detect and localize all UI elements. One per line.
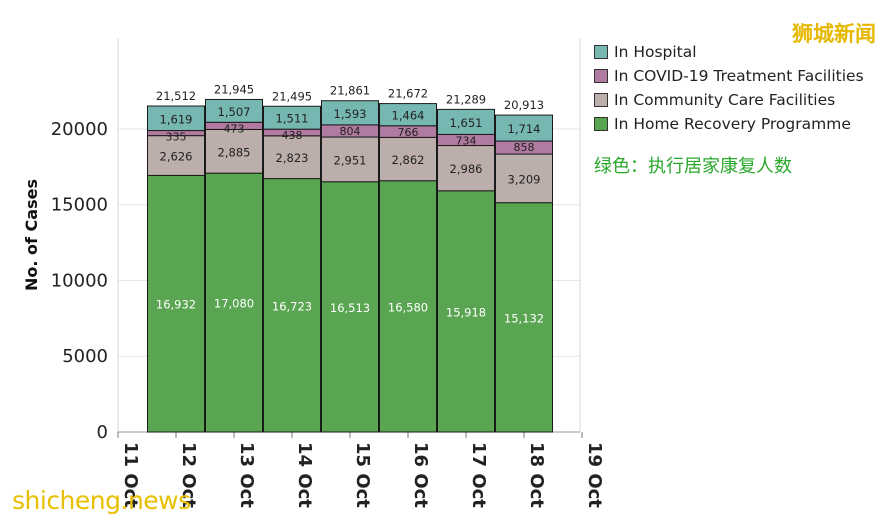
bar-segment: [147, 105, 205, 132]
bar-data-label: 766: [398, 126, 419, 139]
x-tick-label: 11 Oct: [120, 442, 141, 508]
bar-data-label: 16,723: [272, 299, 312, 313]
bar-segment: [205, 98, 263, 123]
x-tick-label: 15 Oct: [352, 442, 373, 508]
legend-item-community-care: In Community Care Facilities: [594, 88, 864, 112]
legend-item-in-hospital: In Hospital: [594, 40, 864, 64]
legend-swatch-home-recovery: [594, 117, 608, 131]
bar-data-label: 2,885: [218, 145, 251, 159]
legend-label: In Community Care Facilities: [614, 91, 836, 109]
bar-data-label: 804: [340, 125, 361, 138]
legend-label: In Hospital: [614, 43, 697, 61]
legend: In Hospital In COVID-19 Treatment Facili…: [594, 40, 864, 136]
legend-label: In Home Recovery Programme: [614, 115, 851, 133]
bar-total-label: 21,495: [272, 89, 312, 103]
legend-swatch-community-care: [594, 93, 608, 107]
watermark-bottom-left: shicheng.news: [12, 486, 191, 515]
bar-total-label: 21,945: [214, 82, 254, 96]
bar-total-label: 21,512: [156, 89, 196, 103]
bar-data-label: 1,464: [392, 109, 425, 123]
y-tick-label: 10000: [51, 270, 108, 291]
bar-total-label: 21,672: [388, 87, 428, 101]
bar-segment: [495, 153, 553, 204]
bar-data-label: 2,986: [450, 162, 483, 176]
bar-data-label: 2,951: [334, 153, 367, 167]
x-tick-label: 16 Oct: [410, 442, 431, 508]
legend-item-home-recovery: In Home Recovery Programme: [594, 112, 864, 136]
bar-data-label: 3,209: [508, 172, 541, 186]
bar-data-label: 858: [514, 141, 535, 154]
bar-data-label: 15,132: [504, 311, 544, 325]
bar-segment: [147, 174, 205, 433]
x-tick-label: 13 Oct: [236, 442, 257, 508]
bar-data-label: 1,651: [450, 116, 483, 130]
bar-data-label: 15,918: [446, 305, 486, 319]
legend-swatch-treatment-facilities: [594, 69, 608, 83]
bar-data-label: 2,626: [160, 150, 193, 164]
legend-swatch-in-hospital: [594, 45, 608, 59]
annotation-note: 绿色：执行居家康复人数: [594, 156, 792, 177]
bar-data-label: 16,932: [156, 298, 196, 312]
bar-data-label: 1,511: [276, 112, 309, 126]
x-tick-label: 17 Oct: [468, 442, 489, 508]
x-tick-label: 14 Oct: [294, 442, 315, 508]
bar-data-label: 16,513: [330, 301, 370, 315]
bar-segment: [321, 136, 379, 183]
y-tick-label: 15000: [51, 195, 108, 216]
bar-data-label: 17,080: [214, 297, 254, 311]
bar-data-label: 2,862: [392, 153, 425, 167]
bar-data-label: 1,714: [508, 122, 541, 136]
y-axis-label: No. of Cases: [22, 179, 41, 291]
bar-segment: [495, 114, 553, 142]
bar-segment: [379, 103, 437, 127]
y-tick-label: 5000: [62, 346, 108, 367]
bar-segment: [263, 105, 321, 130]
bar-segment: [263, 135, 321, 180]
y-tick-label: 20000: [51, 119, 108, 140]
bar-segment: [321, 181, 379, 433]
bar-data-label: 473: [224, 122, 245, 135]
bar-data-label: 1,619: [160, 112, 193, 126]
y-tick-label: 0: [97, 422, 108, 443]
bar-segment: [495, 202, 553, 433]
x-tick-label: 12 Oct: [178, 442, 199, 508]
bar-segment: [437, 108, 495, 135]
x-tick-label: 19 Oct: [584, 442, 605, 508]
legend-item-treatment-facilities: In COVID-19 Treatment Facilities: [594, 64, 864, 88]
bar-segment: [321, 100, 379, 126]
bar-segment: [379, 180, 437, 433]
bar-data-label: 734: [456, 134, 477, 147]
bar-data-label: 335: [166, 131, 187, 144]
bar-segment: [437, 190, 495, 433]
x-tick-label: 18 Oct: [526, 442, 547, 508]
watermark-top-right: 狮城新闻: [792, 22, 876, 46]
bar-data-label: 438: [282, 129, 303, 142]
bar-total-label: 21,861: [330, 84, 370, 98]
bar-segment: [205, 172, 263, 433]
bar-data-label: 1,593: [334, 107, 367, 121]
bar-segment: [263, 178, 321, 433]
legend-label: In COVID-19 Treatment Facilities: [614, 67, 864, 85]
bar-segment: [437, 145, 495, 192]
bar-data-label: 2,823: [276, 151, 309, 165]
bar-segment: [379, 136, 437, 182]
bar-data-label: 1,507: [218, 105, 251, 119]
bar-total-label: 21,289: [446, 92, 486, 106]
bar-total-label: 20,913: [504, 98, 544, 112]
bar-data-label: 16,580: [388, 300, 428, 314]
